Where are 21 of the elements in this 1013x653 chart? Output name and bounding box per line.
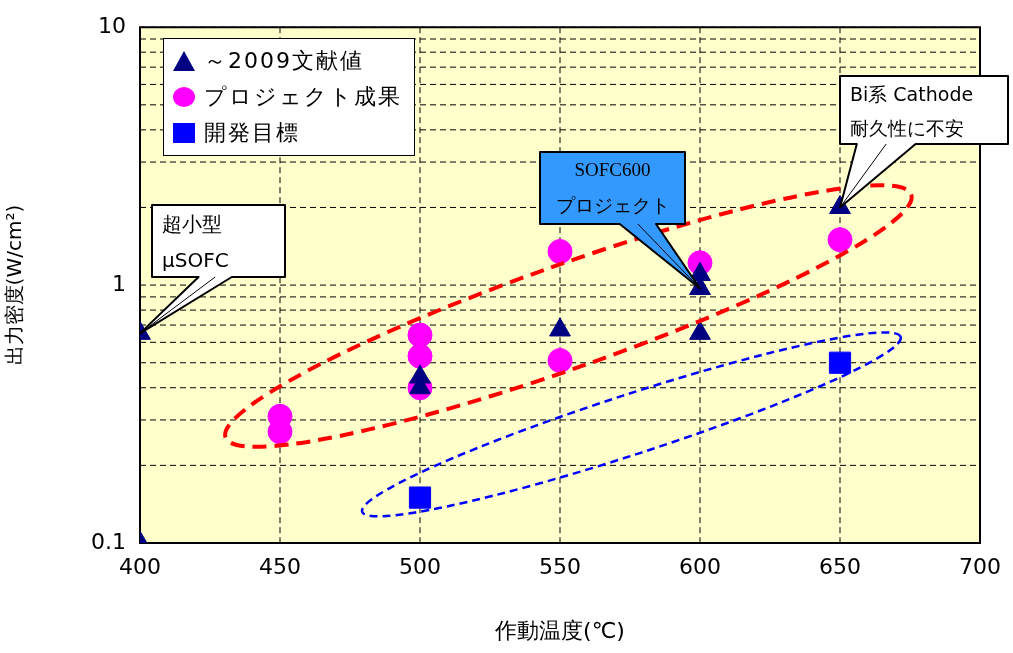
annotation: 超小型 μSOFC xyxy=(162,211,229,272)
speech-callout: Bi系 Cathode 耐久性に不安 xyxy=(839,75,1009,209)
speech-callout: SOFC600 プロジェクト xyxy=(539,151,701,290)
speech-callout: 超小型 μSOFC xyxy=(139,204,286,335)
annotation: Bi系 Cathode 耐久性に不安 xyxy=(850,82,974,139)
x-tick-label: 500 xyxy=(399,553,441,579)
x-tick-label: 600 xyxy=(679,553,721,579)
legend-label: ～2009文献値 xyxy=(204,47,364,76)
x-tick-label: 400 xyxy=(119,553,161,579)
y-tick-label: 0.1 xyxy=(91,528,126,554)
x-tick-label: 700 xyxy=(959,553,1001,579)
y-axis-title: 出力密度(W/cm²) xyxy=(2,204,27,366)
x-tick-label: 650 xyxy=(819,553,861,579)
y-tick-label: 10 xyxy=(98,12,126,38)
x-tick-label: 450 xyxy=(259,553,301,579)
annotation: SOFC600 プロジェクト xyxy=(555,159,670,217)
legend-label: 開発目標 xyxy=(204,119,300,148)
y-tick-label: 1 xyxy=(112,270,126,296)
x-tick-label: 550 xyxy=(539,553,581,579)
x-axis-title: 作動温度(℃) xyxy=(494,617,625,643)
legend-label: プロジェクト成果 xyxy=(204,83,402,112)
